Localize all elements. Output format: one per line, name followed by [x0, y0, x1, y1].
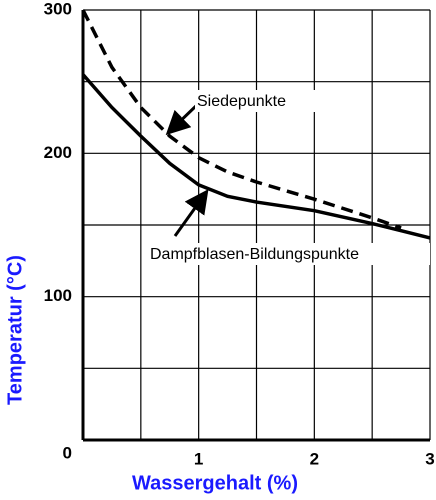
y-tick-label: 0: [63, 443, 72, 462]
annotation-arrow: [173, 189, 209, 237]
label-bg: [195, 90, 315, 112]
y-axis-title: Temperatur (°C): [4, 255, 26, 405]
annotation: Siedepunkte: [197, 93, 286, 110]
x-axis-title: Wassergehalt (%): [132, 472, 298, 494]
y-tick-label: 100: [44, 286, 72, 305]
x-tick-label: 3: [425, 449, 434, 468]
series-line: [81, 9, 402, 230]
annotation-arrow: [165, 102, 200, 136]
y-tick-label: 300: [44, 0, 72, 18]
x-tick-label: 2: [310, 449, 319, 468]
y-tick-label: 200: [44, 143, 72, 162]
series-line: [81, 73, 431, 240]
annotation: Dampfblasen-Bildungspunkte: [150, 246, 359, 263]
label-bg: [148, 243, 430, 265]
x-tick-label: 1: [194, 449, 203, 468]
